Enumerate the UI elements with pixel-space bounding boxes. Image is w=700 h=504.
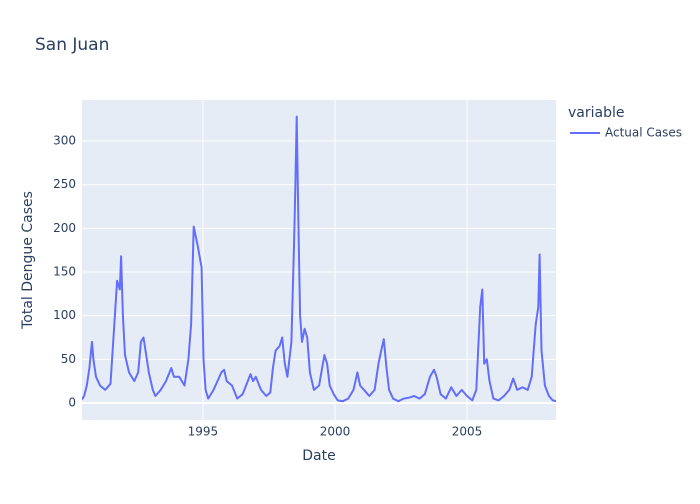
x-axis-title: Date bbox=[302, 448, 335, 464]
y-tick-label: 0 bbox=[68, 395, 76, 409]
y-tick-label: 50 bbox=[61, 352, 76, 366]
x-tick-label: 1995 bbox=[188, 425, 219, 439]
y-tick-label: 150 bbox=[53, 265, 76, 279]
chart-title: San Juan bbox=[35, 35, 109, 55]
plot-background bbox=[82, 100, 556, 420]
legend: variable Actual Cases bbox=[568, 105, 682, 140]
x-tick-label: 2000 bbox=[320, 425, 351, 439]
legend-label: Actual Cases bbox=[605, 126, 682, 140]
y-tick-label: 200 bbox=[53, 221, 76, 235]
x-tick-label: 2005 bbox=[452, 425, 483, 439]
y-tick-label: 300 bbox=[53, 134, 76, 148]
grid bbox=[82, 100, 556, 420]
legend-title: variable bbox=[568, 105, 624, 121]
lines bbox=[82, 115, 556, 403]
y-tick-label: 100 bbox=[53, 308, 76, 322]
data-line bbox=[82, 115, 556, 403]
y-axis-title: Total Dengue Cases bbox=[20, 191, 36, 330]
y-tick-label: 250 bbox=[53, 177, 76, 191]
